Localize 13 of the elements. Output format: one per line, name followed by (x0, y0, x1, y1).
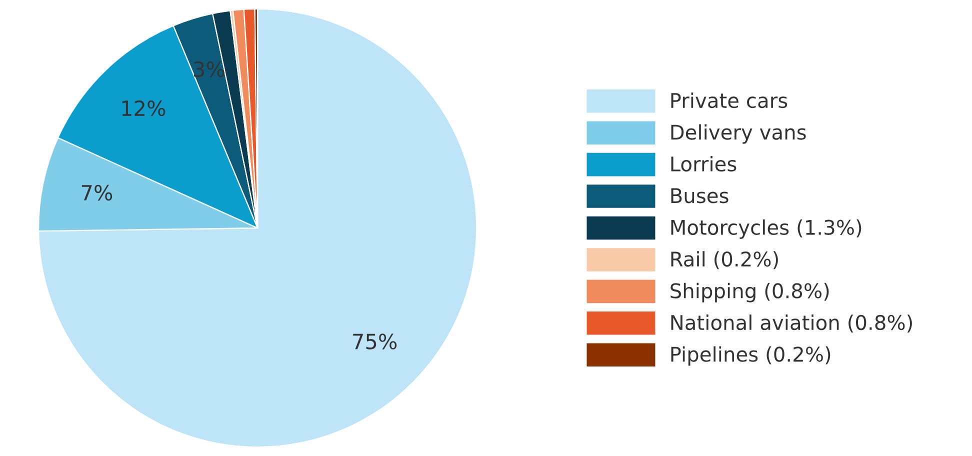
data-label: 7% (82, 184, 112, 201)
legend-label: Motorcycles (1.3%) (671, 219, 862, 239)
legend-label: Pipelines (0.2%) (671, 346, 830, 366)
legend-label: Buses (671, 188, 728, 204)
legend-label: Lorries (671, 156, 736, 172)
legend-label: Rail (0.2%) (671, 251, 778, 270)
data-label: 3% (194, 61, 224, 78)
legend-label: Shipping (0.8%) (670, 282, 829, 302)
data-label: 75% (353, 334, 397, 350)
data-label: 12% (122, 100, 166, 116)
legend-label: National aviation (0.8%) (671, 314, 912, 333)
legend-label: Delivery vans (671, 124, 806, 144)
legend-label: Private cars (671, 92, 788, 108)
